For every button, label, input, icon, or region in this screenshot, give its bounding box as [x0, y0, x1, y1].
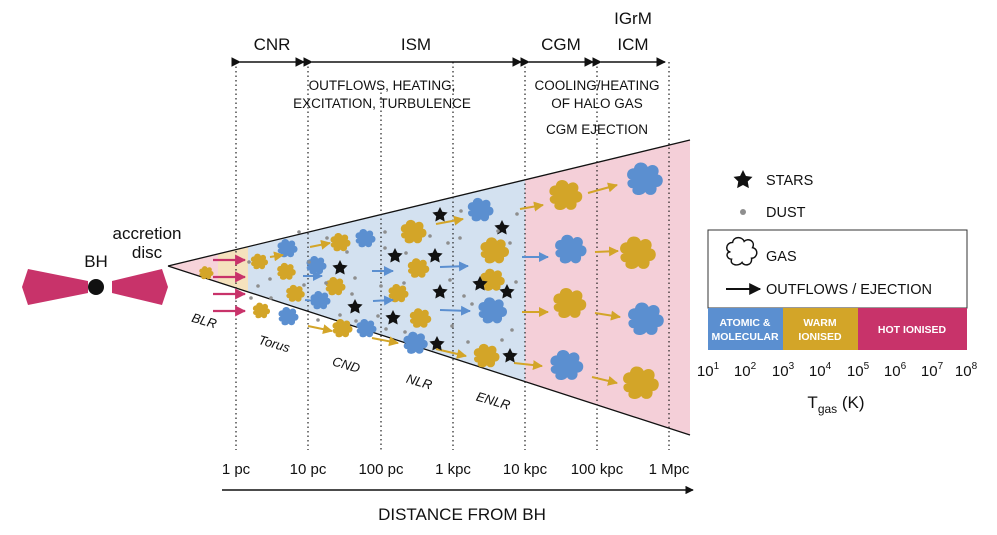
region-enlr: ENLR: [475, 389, 512, 413]
legend-star-icon: [733, 170, 753, 189]
accretion-label-1: accretion: [113, 224, 182, 243]
temp-axis-label: Tgas (K): [807, 393, 864, 416]
distance-tick-1pc: 1 pc: [222, 461, 251, 478]
cgm-process-line-2: OF HALO GAS: [551, 96, 643, 111]
temp-band-warm-line-2: IONISED: [798, 331, 842, 343]
legend-outflows-label: OUTFLOWS / EJECTION: [766, 282, 932, 298]
temp-band-atomic-line-2: MOLECULAR: [711, 331, 778, 343]
temp-ticks: 101 102 103 104 105 106 107 108: [697, 361, 978, 380]
accretion-disc-left: [22, 269, 88, 305]
cgm-process-line-1: COOLING/HEATING: [534, 78, 659, 93]
region-cnd: CND: [331, 354, 362, 376]
header-icm: ICM: [617, 35, 648, 54]
temp-band-warm: [783, 308, 858, 350]
accretion-label-2: disc: [132, 243, 163, 262]
legend-dust-icon: [740, 209, 746, 215]
temp-tick-6: 106: [884, 361, 907, 380]
temp-band-hot: [858, 308, 967, 350]
region-blr: BLR: [190, 310, 218, 331]
ism-process-line-2: EXCITATION, TURBULENCE: [293, 96, 471, 111]
temp-band-atomic: [708, 308, 783, 350]
cone-bands: [168, 140, 690, 435]
temp-tick-4: 104: [809, 361, 832, 380]
temp-tick-1: 101: [697, 361, 720, 380]
band-cgm: [525, 140, 690, 435]
header-igrm: IGrM: [614, 9, 652, 28]
bh-label: BH: [84, 252, 108, 271]
header-cnr: CNR: [254, 35, 291, 54]
ism-process-line-1: OUTFLOWS, HEATING,: [309, 78, 456, 93]
temp-tick-7: 107: [921, 361, 944, 380]
temperature-scale: ATOMIC & MOLECULAR WARM IONISED HOT IONI…: [697, 308, 978, 416]
black-hole: [88, 279, 104, 295]
legend-stars-label: STARS: [766, 173, 813, 189]
temp-band-atomic-line-1: ATOMIC &: [720, 317, 771, 329]
cone-lower-edge: [167, 265, 691, 436]
distance-tick-1kpc: 1 kpc: [435, 461, 471, 478]
temp-tick-5: 105: [847, 361, 870, 380]
distance-axis-label: DISTANCE FROM BH: [378, 505, 546, 524]
blr-contents: [199, 254, 247, 317]
outflow-arrows: [269, 182, 621, 386]
distance-tick-100kpc: 100 kpc: [571, 461, 624, 478]
band-blr: [168, 140, 218, 435]
distance-tick-1mpc: 1 Mpc: [649, 461, 690, 478]
legend: STARS DUST GAS OUTFLOWS / EJECTION: [707, 170, 968, 309]
distance-tick-100pc: 100 pc: [358, 461, 404, 478]
legend-dust-label: DUST: [766, 205, 806, 221]
distance-tick-10pc: 10 pc: [290, 461, 327, 478]
temp-tick-3: 103: [772, 361, 795, 380]
temp-band-hot-label: HOT IONISED: [878, 324, 947, 336]
temp-tick-2: 102: [734, 361, 757, 380]
accretion-disc-right: [112, 269, 168, 305]
region-torus: Torus: [257, 332, 292, 355]
legend-gas-label: GAS: [766, 249, 797, 265]
region-nlr: NLR: [405, 371, 434, 393]
header-ism: ISM: [401, 35, 431, 54]
temp-tick-8: 108: [955, 361, 978, 380]
dust-grains: [247, 209, 519, 344]
header-cgm: CGM: [541, 35, 581, 54]
temp-band-warm-line-1: WARM: [803, 317, 836, 329]
distance-tick-10kpc: 10 kpc: [503, 461, 548, 478]
cone-upper-edge: [167, 139, 691, 267]
cgm-ejection-label: CGM EJECTION: [546, 122, 648, 137]
